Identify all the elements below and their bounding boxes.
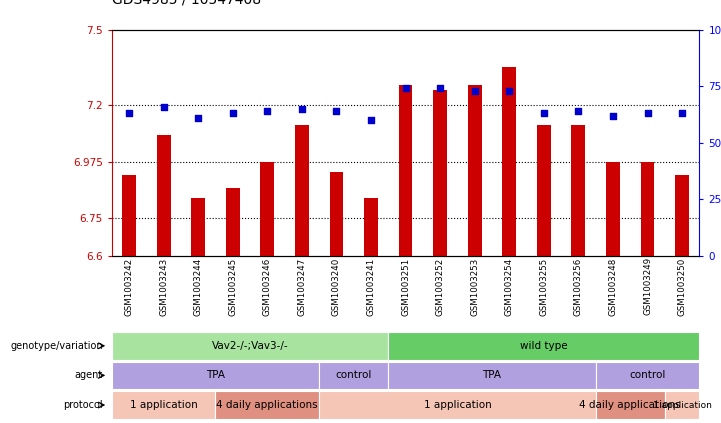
Text: GDS4985 / 10547408: GDS4985 / 10547408 bbox=[112, 0, 261, 6]
Point bbox=[538, 110, 549, 117]
Text: protocol: protocol bbox=[63, 400, 103, 410]
Point bbox=[399, 85, 411, 92]
Bar bbox=[640, 162, 655, 256]
Bar bbox=[295, 125, 309, 256]
Text: control: control bbox=[629, 371, 665, 380]
Text: 1 application: 1 application bbox=[653, 401, 712, 409]
Bar bbox=[468, 85, 482, 256]
Point bbox=[676, 110, 688, 117]
Point bbox=[331, 108, 342, 115]
Point bbox=[227, 110, 239, 117]
Point bbox=[572, 108, 584, 115]
Point bbox=[193, 115, 204, 121]
Text: Vav2-/-;Vav3-/-: Vav2-/-;Vav3-/- bbox=[212, 341, 288, 351]
Bar bbox=[537, 125, 551, 256]
Point bbox=[262, 108, 273, 115]
Text: wild type: wild type bbox=[520, 341, 567, 351]
Text: 4 daily applications: 4 daily applications bbox=[216, 400, 318, 410]
Bar bbox=[156, 135, 171, 256]
Bar bbox=[675, 176, 689, 256]
Text: 1 application: 1 application bbox=[423, 400, 491, 410]
Bar bbox=[364, 198, 378, 256]
Point bbox=[434, 85, 446, 92]
Text: genotype/variation: genotype/variation bbox=[11, 341, 103, 351]
Text: TPA: TPA bbox=[206, 371, 225, 380]
Text: 4 daily applications: 4 daily applications bbox=[580, 400, 681, 410]
Text: TPA: TPA bbox=[482, 371, 502, 380]
Text: control: control bbox=[335, 371, 372, 380]
Point bbox=[607, 112, 619, 119]
Point bbox=[503, 87, 515, 94]
Bar bbox=[226, 188, 239, 256]
Point bbox=[158, 103, 169, 110]
Bar bbox=[433, 90, 447, 256]
Text: 1 application: 1 application bbox=[130, 400, 198, 410]
Point bbox=[469, 87, 480, 94]
Text: agent: agent bbox=[75, 371, 103, 380]
Bar bbox=[399, 85, 412, 256]
Bar bbox=[606, 162, 620, 256]
Point bbox=[366, 117, 377, 124]
Bar bbox=[329, 172, 343, 256]
Point bbox=[642, 110, 653, 117]
Point bbox=[123, 110, 135, 117]
Bar bbox=[191, 198, 205, 256]
Bar bbox=[260, 162, 274, 256]
Bar bbox=[572, 125, 585, 256]
Point bbox=[296, 105, 308, 112]
Bar bbox=[122, 176, 136, 256]
Bar bbox=[503, 67, 516, 256]
